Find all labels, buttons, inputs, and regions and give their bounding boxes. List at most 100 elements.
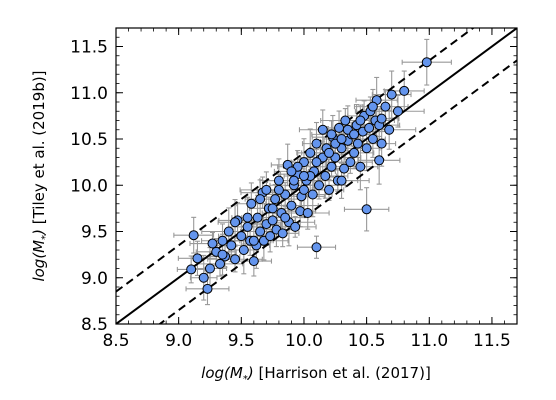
x-axis-label: log(M*) [Harrison et al. (2017)]	[201, 364, 431, 385]
data-point	[386, 89, 397, 100]
x-tick-label: 11.5	[473, 331, 511, 351]
data-point	[286, 166, 297, 177]
y-tick-label: 9.5	[81, 223, 108, 243]
data-point	[267, 215, 278, 226]
data-point	[261, 184, 272, 195]
data-point	[273, 175, 284, 186]
data-point	[236, 231, 247, 242]
data-point	[290, 221, 301, 232]
data-point	[186, 264, 197, 275]
data-point	[311, 157, 322, 168]
data-point	[324, 147, 335, 158]
data-point	[242, 221, 253, 232]
data-point	[273, 184, 284, 195]
data-point	[298, 184, 309, 195]
data-point	[355, 161, 366, 172]
data-point	[336, 134, 347, 144]
x-tick-label: 8.5	[102, 331, 129, 351]
dashed-reference-line	[158, 59, 517, 324]
data-point	[361, 204, 372, 215]
data-point	[238, 245, 249, 255]
data-point	[336, 175, 347, 186]
data-point	[288, 175, 299, 186]
data-point	[198, 272, 209, 283]
data-point	[376, 138, 387, 149]
data-points	[186, 57, 432, 294]
data-point	[265, 231, 276, 242]
data-point	[317, 124, 328, 135]
data-point	[320, 171, 331, 181]
one-to-one-line	[116, 28, 517, 324]
data-point	[226, 240, 237, 251]
data-point	[277, 228, 288, 239]
data-point	[349, 147, 360, 158]
data-point	[367, 101, 378, 112]
y-tick-label: 10.5	[70, 130, 108, 150]
data-point	[242, 212, 253, 223]
y-tick-label: 9.0	[81, 269, 108, 289]
data-point	[311, 138, 322, 149]
data-point	[246, 198, 257, 209]
data-point	[324, 184, 335, 195]
data-point	[217, 235, 228, 246]
y-tick-labels: 8.5 9.0 9.5 10.0 10.5 11.0 11.5	[70, 38, 108, 336]
data-point	[215, 258, 226, 269]
data-point	[314, 180, 325, 191]
data-point	[302, 208, 313, 218]
data-point	[207, 238, 218, 249]
data-point	[352, 138, 363, 149]
data-point	[192, 253, 203, 264]
data-point	[252, 212, 263, 223]
data-point	[307, 189, 318, 200]
axis-ticks	[115, 27, 518, 325]
data-point	[326, 161, 337, 172]
data-point	[286, 200, 297, 211]
data-point	[202, 283, 213, 294]
data-point	[270, 194, 281, 205]
data-point	[355, 115, 366, 126]
data-point	[421, 57, 432, 68]
x-tick-label: 11.0	[410, 331, 448, 351]
data-point	[217, 249, 228, 260]
data-point	[399, 85, 410, 96]
data-point	[334, 122, 345, 133]
x-tick-label: 10.5	[348, 331, 386, 351]
data-point	[248, 256, 259, 267]
data-point	[311, 242, 322, 253]
data-point	[349, 129, 360, 140]
data-point	[267, 203, 278, 214]
reference-lines	[116, 28, 517, 324]
y-axis-label: log(M*) [Tiley et al. (2019b)]	[30, 70, 51, 281]
y-tick-label: 11.5	[70, 38, 108, 58]
data-point	[223, 226, 234, 237]
data-point	[230, 217, 241, 228]
data-point	[188, 230, 199, 241]
data-point	[255, 226, 266, 237]
y-tick-label: 11.0	[70, 84, 108, 104]
data-point	[367, 134, 378, 144]
data-point	[392, 106, 403, 117]
x-tick-label: 9.0	[165, 331, 192, 351]
data-point	[345, 157, 356, 168]
data-point	[376, 113, 387, 124]
data-point	[298, 171, 309, 181]
data-point	[280, 212, 291, 223]
data-point	[364, 122, 375, 133]
data-point	[374, 155, 385, 166]
data-point	[204, 263, 215, 274]
x-tick-label: 9.5	[228, 331, 255, 351]
data-point	[230, 254, 241, 265]
data-point	[305, 147, 316, 158]
y-tick-label: 8.5	[81, 315, 108, 335]
data-point	[255, 194, 266, 205]
data-point	[339, 163, 350, 174]
data-point	[248, 235, 259, 246]
data-point	[326, 129, 337, 140]
data-point	[380, 101, 391, 112]
x-tick-label: 10.0	[285, 331, 323, 351]
data-point	[384, 124, 395, 135]
data-point	[340, 115, 351, 126]
y-tick-label: 10.0	[70, 176, 108, 196]
data-point	[361, 143, 372, 154]
